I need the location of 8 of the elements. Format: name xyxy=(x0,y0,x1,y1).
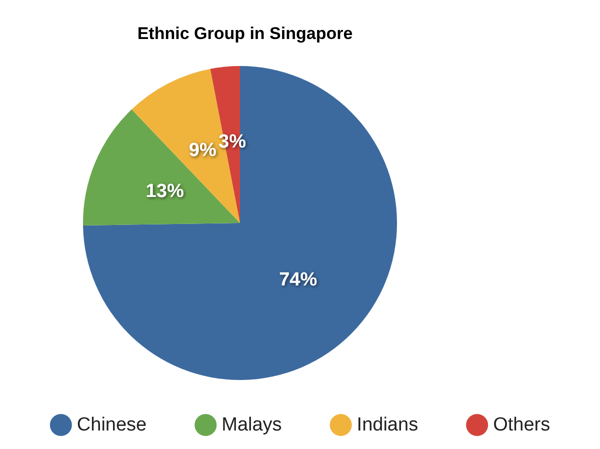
legend-label: Indians xyxy=(356,414,418,436)
data-label: 9% xyxy=(188,140,216,162)
chart-title: Ethnic Group in Singapore xyxy=(137,24,353,43)
data-label: 74% xyxy=(279,270,318,291)
legend-label: Chinese xyxy=(76,414,147,436)
data-label: 13% xyxy=(146,181,184,202)
legend-label: Others xyxy=(493,414,550,436)
legend-label: Malays xyxy=(222,414,282,436)
